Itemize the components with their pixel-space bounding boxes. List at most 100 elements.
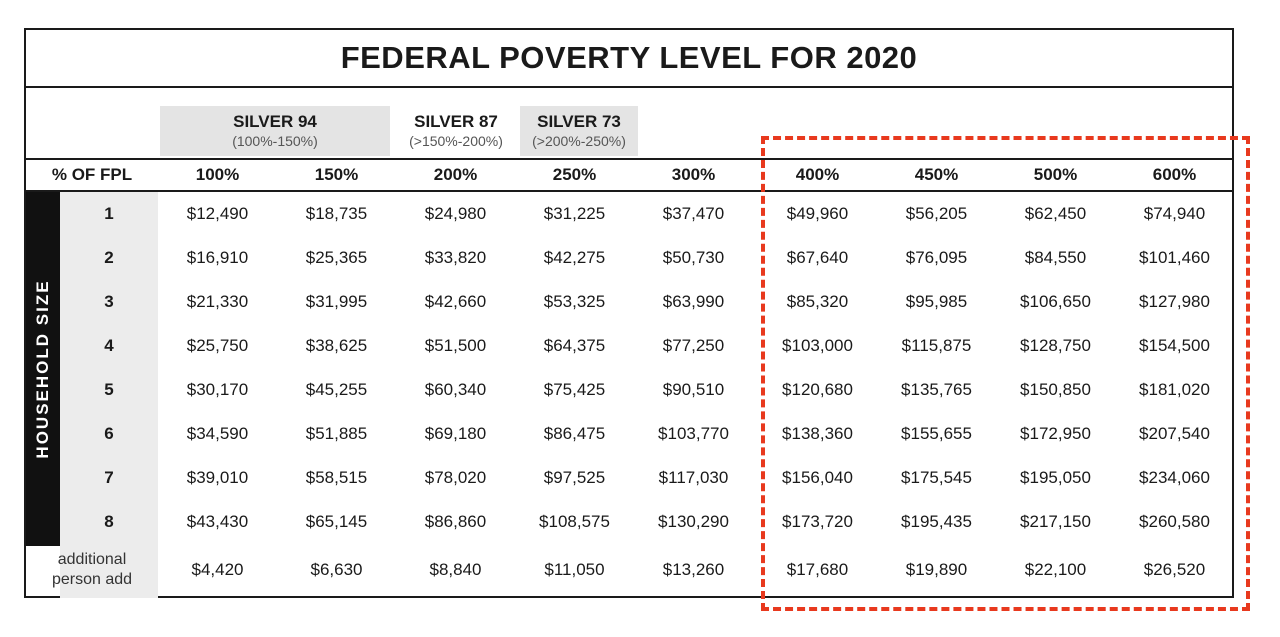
header-col: 600% <box>1152 165 1197 184</box>
household-size-number: 4 <box>104 336 114 355</box>
income-cell: $69,180 <box>424 424 487 443</box>
income-cell: $39,010 <box>186 468 249 487</box>
income-cell: $62,450 <box>1024 204 1087 223</box>
income-cell: $33,820 <box>424 248 487 267</box>
tier-range: (>150%-200%) <box>409 133 503 149</box>
tier-silver-73: SILVER 73 (>200%-250%) <box>520 106 638 156</box>
income-cell: $25,750 <box>186 336 249 355</box>
tier-name: SILVER 94 <box>233 112 317 131</box>
income-cell: $120,680 <box>782 380 853 399</box>
income-cell: $234,060 <box>1139 468 1210 487</box>
table-title: FEDERAL POVERTY LEVEL FOR 2020 <box>26 30 1232 88</box>
header-col: 150% <box>314 165 359 184</box>
income-cell: $75,425 <box>543 380 606 399</box>
tier-name: SILVER 73 <box>537 112 621 131</box>
income-cell: $31,225 <box>543 204 606 223</box>
income-cell: $128,750 <box>1020 336 1091 355</box>
income-cell: $38,625 <box>305 336 368 355</box>
income-cell: $173,720 <box>782 512 853 531</box>
additional-person-label: additional person add <box>26 544 158 596</box>
additional-label-line: additional <box>57 551 127 568</box>
income-cell: $67,640 <box>786 248 849 267</box>
header-fpl-label: % OF FPL <box>51 165 133 184</box>
income-cell: $34,590 <box>186 424 249 443</box>
income-cell: $77,250 <box>662 336 725 355</box>
income-cell: $97,525 <box>543 468 606 487</box>
income-cell: $103,770 <box>658 424 729 443</box>
income-cell: $21,330 <box>186 292 249 311</box>
table-row: 6 $34,590 $51,885 $69,180 $86,475 $103,770 $13… <box>26 412 1232 456</box>
table-row: 8 $43,430 $65,145 $86,860 $108,575 $130,290 $1… <box>26 500 1232 544</box>
household-size-number: 8 <box>104 512 114 531</box>
income-cell: $86,475 <box>543 424 606 443</box>
income-cell: $60,340 <box>424 380 487 399</box>
table-row: 5 $30,170 $45,255 $60,340 $75,425 $90,510 $120… <box>26 368 1232 412</box>
header-col: 450% <box>914 165 959 184</box>
income-cell: $106,650 <box>1020 292 1091 311</box>
income-cell: $155,655 <box>901 424 972 443</box>
income-cell: $78,020 <box>424 468 487 487</box>
income-cell: $207,540 <box>1139 424 1210 443</box>
tier-range: (>200%-250%) <box>532 133 626 149</box>
header-col: 200% <box>433 165 478 184</box>
income-cell: $43,430 <box>186 512 249 531</box>
income-cell: $45,255 <box>305 380 368 399</box>
income-cell: $51,500 <box>424 336 487 355</box>
table-row: 2 $16,910 $25,365 $33,820 $42,275 $50,730 $67,… <box>26 236 1232 280</box>
additional-label-line: person add <box>51 571 133 588</box>
income-cell: $90,510 <box>662 380 725 399</box>
header-col: 400% <box>795 165 840 184</box>
additional-cell: $26,520 <box>1143 560 1206 579</box>
income-cell: $95,985 <box>905 292 968 311</box>
income-cell: $108,575 <box>539 512 610 531</box>
income-cell: $154,500 <box>1139 336 1210 355</box>
additional-cell: $13,260 <box>662 560 725 579</box>
income-cell: $86,860 <box>424 512 487 531</box>
household-size-column <box>60 192 158 598</box>
additional-cell: $17,680 <box>786 560 849 579</box>
tier-silver-94: SILVER 94 (100%-150%) <box>160 106 390 156</box>
income-cell: $260,580 <box>1139 512 1210 531</box>
income-cell: $101,460 <box>1139 248 1210 267</box>
household-size-number: 1 <box>104 204 114 223</box>
income-cell: $18,735 <box>305 204 368 223</box>
income-cell: $74,940 <box>1143 204 1206 223</box>
income-cell: $115,875 <box>901 336 972 355</box>
fpl-table: FEDERAL POVERTY LEVEL FOR 2020 SILVER 94… <box>24 28 1234 598</box>
header-row: % OF FPL 100% 150% 200% 250% 300% 400% 4… <box>26 158 1232 192</box>
household-size-number: 5 <box>104 380 114 399</box>
additional-cell: $22,100 <box>1024 560 1087 579</box>
additional-cell: $6,630 <box>310 560 363 579</box>
additional-cell: $11,050 <box>544 560 605 579</box>
header-col: 300% <box>671 165 716 184</box>
table-row: 7 $39,010 $58,515 $78,020 $97,525 $117,030 $15… <box>26 456 1232 500</box>
income-cell: $31,995 <box>305 292 368 311</box>
income-cell: $138,360 <box>782 424 853 443</box>
tier-silver-87: SILVER 87 (>150%-200%) <box>398 106 514 156</box>
household-size-number: 7 <box>104 468 114 487</box>
income-cell: $65,145 <box>305 512 368 531</box>
household-size-number: 2 <box>104 248 114 267</box>
household-size-number: 6 <box>104 424 114 443</box>
additional-cell: $19,890 <box>905 560 968 579</box>
table-row: 1 $12,490 $18,735 $24,980 $31,225 $37,470 $49,… <box>26 192 1232 236</box>
additional-person-row: additional person add $4,420 $6,630 $8,840 $1… <box>26 544 1232 596</box>
header-col: 250% <box>552 165 597 184</box>
income-cell: $195,435 <box>901 512 972 531</box>
income-cell: $16,910 <box>186 248 249 267</box>
income-cell: $30,170 <box>186 380 249 399</box>
header-col: 500% <box>1033 165 1078 184</box>
income-cell: $85,320 <box>786 292 849 311</box>
income-cell: $195,050 <box>1020 468 1091 487</box>
income-cell: $217,150 <box>1020 512 1091 531</box>
income-cell: $49,960 <box>786 204 849 223</box>
household-size-number: 3 <box>104 292 114 311</box>
income-cell: $25,365 <box>305 248 368 267</box>
income-cell: $172,950 <box>1020 424 1091 443</box>
income-cell: $53,325 <box>543 292 606 311</box>
income-cell: $12,490 <box>186 204 249 223</box>
tier-name: SILVER 87 <box>414 112 498 131</box>
income-cell: $156,040 <box>782 468 853 487</box>
income-cell: $63,990 <box>662 292 725 311</box>
income-cell: $64,375 <box>543 336 606 355</box>
